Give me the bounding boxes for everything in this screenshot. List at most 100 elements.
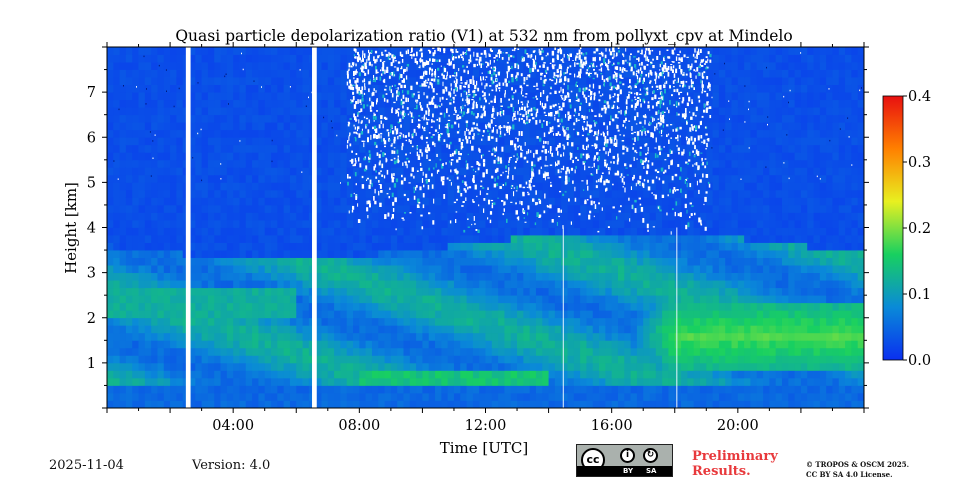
heatmap-cell (617, 99, 625, 108)
heatmap-cell (636, 197, 644, 206)
heatmap-cell (422, 174, 430, 183)
heatmap-cell (416, 272, 423, 281)
heatmap-cell (599, 77, 606, 85)
heatmap-cell (441, 310, 449, 319)
heatmap-cell (390, 257, 398, 266)
heatmap-cell (580, 122, 587, 131)
heatmap-cell (359, 347, 367, 356)
heatmap-cell (422, 99, 430, 108)
heatmap-cell (699, 242, 707, 251)
heatmap-cell (599, 392, 606, 401)
heatmap-cell (340, 355, 348, 364)
heatmap-cell (245, 272, 253, 281)
heatmap-cell (132, 197, 139, 206)
heatmap-cell (353, 355, 360, 364)
heatmap-cell (201, 265, 209, 274)
heatmap-cell (138, 159, 146, 168)
heatmap-cell (636, 122, 644, 131)
heatmap-cell (750, 152, 758, 161)
heatmap-cell (258, 362, 266, 371)
heatmap-cell (416, 204, 423, 213)
heatmap-cell (630, 257, 638, 266)
heatmap-cell (548, 107, 556, 116)
heatmap-cell (611, 362, 619, 371)
heatmap-cell (201, 392, 209, 401)
heatmap-cell (655, 332, 663, 341)
heatmap-cell (359, 99, 367, 108)
heatmap-cell (195, 122, 203, 131)
heatmap-cell (189, 107, 196, 116)
heatmap-cell (605, 392, 613, 401)
heatmap-cell (138, 392, 146, 401)
heatmap-cell (662, 280, 669, 289)
heatmap-cell (163, 340, 171, 349)
heatmap-cell (681, 204, 688, 213)
heatmap-cell (239, 152, 247, 161)
heatmap-cell (327, 92, 335, 101)
heatmap-cell (302, 107, 310, 116)
heatmap-cell (252, 129, 259, 138)
heatmap-cell (264, 204, 272, 213)
heatmap-cell (264, 302, 272, 311)
heatmap-cell (554, 377, 562, 386)
heatmap-cell (725, 302, 732, 311)
heatmap-cell (359, 212, 367, 221)
heatmap-cell (750, 84, 758, 93)
heatmap-cell (340, 152, 348, 161)
heatmap-cell (416, 325, 423, 334)
heatmap-cell (580, 99, 587, 108)
heatmap-cell (132, 84, 139, 93)
heatmap-cell (617, 92, 625, 101)
heatmap-cell (617, 77, 625, 85)
heatmap-cell (271, 370, 278, 379)
heatmap-cell (277, 174, 285, 183)
heatmap-cell (283, 257, 291, 266)
heatmap-cell (390, 114, 398, 123)
heatmap-cell (750, 400, 758, 409)
heatmap-cell (649, 392, 657, 401)
heatmap-cell (409, 272, 417, 281)
heatmap-cell (491, 347, 499, 356)
heatmap-cell (113, 325, 121, 334)
heatmap-cell (573, 174, 581, 183)
heatmap-cell (334, 370, 341, 379)
heatmap-cell (195, 84, 203, 93)
heatmap-cell (435, 392, 442, 401)
heatmap-cell (567, 204, 575, 213)
heatmap-cell (687, 189, 695, 198)
heatmap-cell (195, 377, 203, 386)
heatmap-cell (617, 385, 625, 394)
heatmap-cell (233, 287, 240, 296)
heatmap-cell (643, 257, 650, 266)
heatmap-cell (662, 197, 669, 206)
heatmap-cell (750, 204, 758, 213)
heatmap-cell (567, 340, 575, 349)
heatmap-cell (649, 325, 657, 334)
heatmap-cell (447, 317, 455, 326)
heatmap-cell (750, 77, 758, 85)
heatmap-cell (113, 189, 121, 198)
heatmap-cell (674, 287, 682, 296)
heatmap-cell (346, 302, 354, 311)
heatmap-cell (435, 265, 442, 274)
heatmap-cell (327, 370, 335, 379)
heatmap-cell (428, 167, 436, 176)
heatmap-cell (712, 227, 720, 236)
heatmap-cell (138, 77, 146, 85)
heatmap-cell (132, 377, 139, 386)
heatmap-cell (113, 235, 121, 243)
heatmap-cell (605, 347, 613, 356)
heatmap-cell (718, 77, 726, 85)
heatmap-cell (535, 287, 543, 296)
heatmap-cell (586, 77, 594, 85)
heatmap-cell (485, 317, 493, 326)
heatmap-cell (144, 129, 152, 138)
heatmap-cell (535, 272, 543, 281)
heatmap-cell (390, 167, 398, 176)
heatmap-cell (346, 370, 354, 379)
heatmap-cell (687, 310, 695, 319)
heatmap-cell (744, 152, 751, 161)
heatmap-cell (630, 355, 638, 364)
heatmap-cell (466, 362, 474, 371)
heatmap-cell (498, 159, 505, 168)
